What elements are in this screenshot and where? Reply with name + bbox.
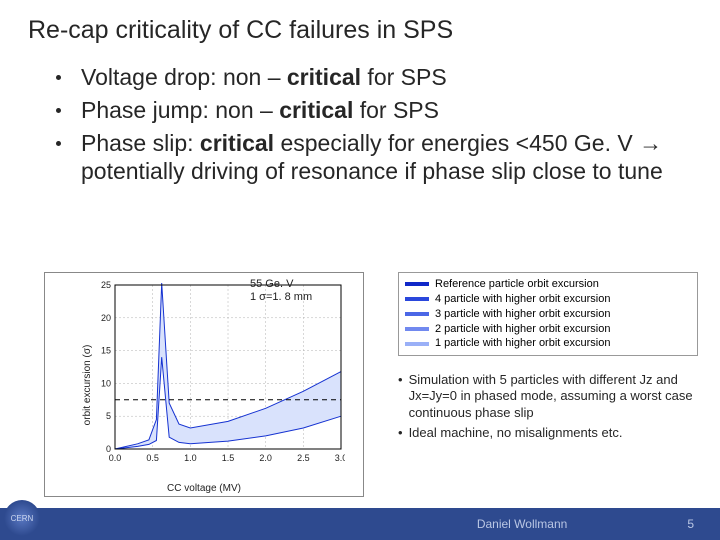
svg-text:10: 10	[101, 378, 111, 388]
bullet-text: Voltage drop: non – critical for SPS	[81, 63, 447, 92]
bullet-dot-icon	[56, 108, 61, 113]
chart-container: orbit excursion (σ) 05101520250.00.51.01…	[44, 272, 364, 497]
bullet-item: Phase jump: non – critical for SPS	[56, 96, 680, 125]
legend: Reference particle orbit excursion4 part…	[398, 272, 698, 356]
svg-text:2.0: 2.0	[259, 453, 272, 463]
note-text: Simulation with 5 particles with differe…	[409, 372, 698, 421]
svg-text:15: 15	[101, 346, 111, 356]
footer-page-number: 5	[687, 517, 694, 531]
bullet-list: Voltage drop: non – critical for SPS Phas…	[0, 45, 720, 186]
note-bullet-icon: •	[398, 372, 403, 421]
bullet-text: Phase jump: non – critical for SPS	[81, 96, 439, 125]
bullet-dot-icon	[56, 75, 61, 80]
legend-item: Reference particle orbit excursion	[405, 277, 691, 292]
anno-line1: 55 Ge. V	[250, 278, 312, 291]
legend-item: 2 particle with higher orbit excursion	[405, 322, 691, 337]
legend-swatch	[405, 312, 429, 316]
note-bullet-icon: •	[398, 425, 403, 441]
chart-plot: 05101520250.00.51.01.52.02.53.0	[89, 281, 345, 467]
legend-swatch	[405, 342, 429, 346]
footer-bar: Daniel Wollmann 5	[0, 508, 720, 540]
svg-text:25: 25	[101, 281, 111, 290]
legend-swatch	[405, 282, 429, 286]
svg-text:3.0: 3.0	[335, 453, 345, 463]
svg-text:2.5: 2.5	[297, 453, 310, 463]
legend-swatch	[405, 297, 429, 301]
svg-text:0.5: 0.5	[146, 453, 159, 463]
bullet-dot-icon	[56, 141, 61, 146]
legend-item: 1 particle with higher orbit excursion	[405, 336, 691, 351]
anno-line2: 1 σ=1. 8 mm	[250, 291, 312, 304]
bullet-item: Phase slip: critical especially for ener…	[56, 129, 680, 187]
legend-label: 3 particle with higher orbit excursion	[435, 307, 610, 322]
note-item: • Ideal machine, no misalignments etc.	[398, 425, 698, 441]
footer-author: Daniel Wollmann	[477, 517, 568, 531]
svg-text:5: 5	[106, 411, 111, 421]
note-item: •Simulation with 5 particles with differ…	[398, 372, 698, 421]
legend-label: 4 particle with higher orbit excursion	[435, 292, 610, 307]
svg-text:0.0: 0.0	[109, 453, 122, 463]
legend-label: 2 particle with higher orbit excursion	[435, 322, 610, 337]
side-notes: •Simulation with 5 particles with differ…	[398, 372, 698, 445]
chart-xlabel: CC voltage (MV)	[45, 483, 363, 494]
legend-label: Reference particle orbit excursion	[435, 277, 599, 292]
svg-text:1.5: 1.5	[222, 453, 235, 463]
slide-title: Re-cap criticality of CC failures in SPS	[0, 0, 720, 45]
bullet-item: Voltage drop: non – critical for SPS	[56, 63, 680, 92]
legend-swatch	[405, 327, 429, 331]
bullet-text: Phase slip: critical especially for ener…	[81, 129, 680, 187]
svg-text:20: 20	[101, 313, 111, 323]
svg-text:1.0: 1.0	[184, 453, 197, 463]
legend-label: 1 particle with higher orbit excursion	[435, 336, 610, 351]
chart-annotation: 55 Ge. V 1 σ=1. 8 mm	[250, 278, 312, 304]
legend-item: 3 particle with higher orbit excursion	[405, 307, 691, 322]
note-text: Ideal machine, no misalignments etc.	[409, 425, 623, 441]
cern-logo: CERN	[4, 500, 40, 536]
legend-item: 4 particle with higher orbit excursion	[405, 292, 691, 307]
chart-svg: 05101520250.00.51.01.52.02.53.0	[89, 281, 345, 467]
